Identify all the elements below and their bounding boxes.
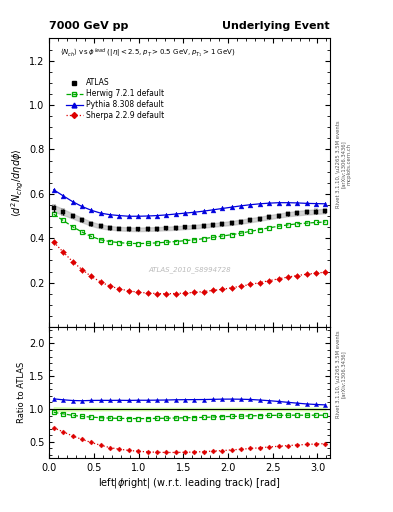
Text: ATLAS_2010_S8994728: ATLAS_2010_S8994728 [148,266,231,273]
Text: [arXiv:1306.3436]: [arXiv:1306.3436] [341,350,346,398]
Text: [arXiv:1306.3436]: [arXiv:1306.3436] [341,140,346,188]
Legend: ATLAS, Herwig 7.2.1 default, Pythia 8.308 default, Sherpa 2.2.9 default: ATLAS, Herwig 7.2.1 default, Pythia 8.30… [64,77,165,122]
Text: Rivet 3.1.10, \u2265 3.5M events: Rivet 3.1.10, \u2265 3.5M events [335,120,340,208]
Y-axis label: $\langle d^2 N_{chg}/d\eta d\phi\rangle$: $\langle d^2 N_{chg}/d\eta d\phi\rangle$ [10,148,26,217]
Text: 7000 GeV pp: 7000 GeV pp [49,21,129,31]
Text: Rivet 3.1.10, \u2265 3.5M events: Rivet 3.1.10, \u2265 3.5M events [335,330,340,418]
Y-axis label: Ratio to ATLAS: Ratio to ATLAS [17,362,26,423]
X-axis label: left$|\phi$right$|$ (w.r.t. leading track) [rad]: left$|\phi$right$|$ (w.r.t. leading trac… [98,476,281,490]
Text: mcplots.cern.ch: mcplots.cern.ch [347,143,352,185]
Text: $\langle N_{ch}\rangle$ vs $\phi^{lead}$ ($|\eta| < 2.5$, $p_T > 0.5$ GeV, $p_{T: $\langle N_{ch}\rangle$ vs $\phi^{lead}$… [61,47,236,60]
Text: Underlying Event: Underlying Event [222,21,330,31]
